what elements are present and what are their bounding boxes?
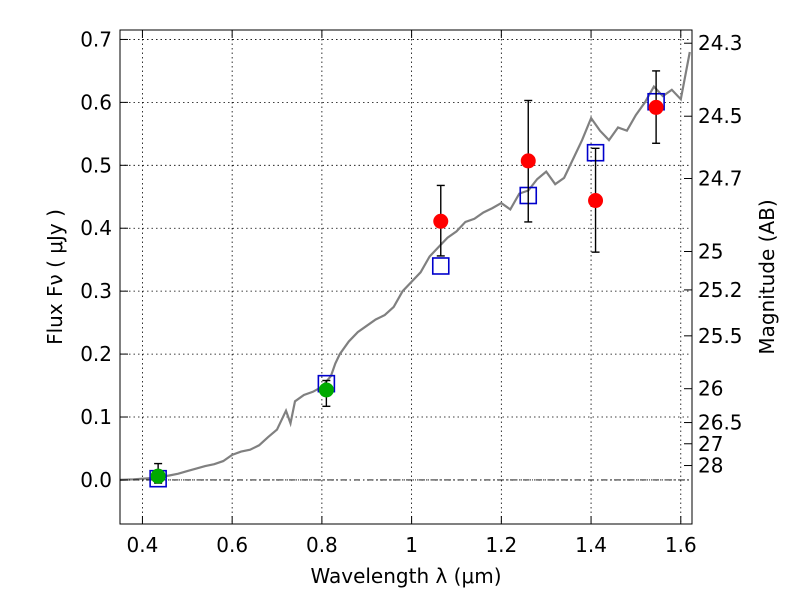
right-tick-label: 28: [698, 454, 723, 478]
observed-flux-point: [520, 153, 536, 169]
observed-flux-point: [648, 99, 664, 115]
y-tick-label: 0.4: [80, 216, 112, 240]
y-tick-label: 0.5: [80, 153, 112, 177]
x-tick-label: 1: [405, 533, 418, 557]
series-layer: [119, 51, 692, 481]
y-tick-label: 0.7: [80, 27, 112, 51]
right-tick-label: 26.5: [698, 411, 743, 435]
y-tick-label: 0.2: [80, 342, 112, 366]
right-tick-label: 25: [698, 240, 723, 264]
grid-lines: [120, 30, 692, 524]
x-tick-label: 0.6: [216, 533, 248, 557]
model-photometry-square: [431, 257, 450, 275]
right-tick-label: 24.5: [698, 104, 743, 128]
y-tick-label: 0.6: [80, 90, 112, 114]
right-tick-label: 24.3: [698, 31, 743, 55]
observed-flux-point: [433, 213, 449, 229]
x-tick-label: 1.6: [665, 533, 697, 557]
tick-labels: 0.4 0.6 0.8 1 1.2 1.4 1.6 0.0 0.1 0.2 0.3 0.4 0.5 0.6…: [80, 27, 742, 557]
y-tick-label: 0.1: [80, 405, 112, 429]
x-tick-label: 1.2: [485, 533, 517, 557]
right-tick-label: 27: [698, 432, 723, 456]
right-tick-label: 26: [698, 377, 723, 401]
tick-marks: [120, 30, 692, 524]
observed-flux-point: [150, 468, 166, 484]
right-tick-label: 25.5: [698, 324, 743, 348]
y-axis-title: Flux Fν ( μJy ): [43, 209, 67, 345]
plot-frame: [119, 29, 693, 525]
y-tick-label: 0.3: [80, 279, 112, 303]
x-axis-title: Wavelength λ (μm): [310, 564, 501, 588]
x-tick-label: 1.4: [575, 533, 607, 557]
right-tick-label: 25.2: [698, 278, 743, 302]
marker-layer: [149, 70, 665, 488]
x-tick-label: 0.8: [306, 533, 338, 557]
model-spectrum-line: [119, 51, 691, 481]
right-tick-label: 24.7: [698, 167, 743, 191]
observed-flux-point: [588, 193, 604, 209]
y-tick-label: 0.0: [80, 468, 112, 492]
x-tick-label: 0.4: [127, 533, 159, 557]
observed-flux-point: [318, 382, 334, 398]
right-axis-title: Magnitude (AB): [755, 199, 779, 354]
